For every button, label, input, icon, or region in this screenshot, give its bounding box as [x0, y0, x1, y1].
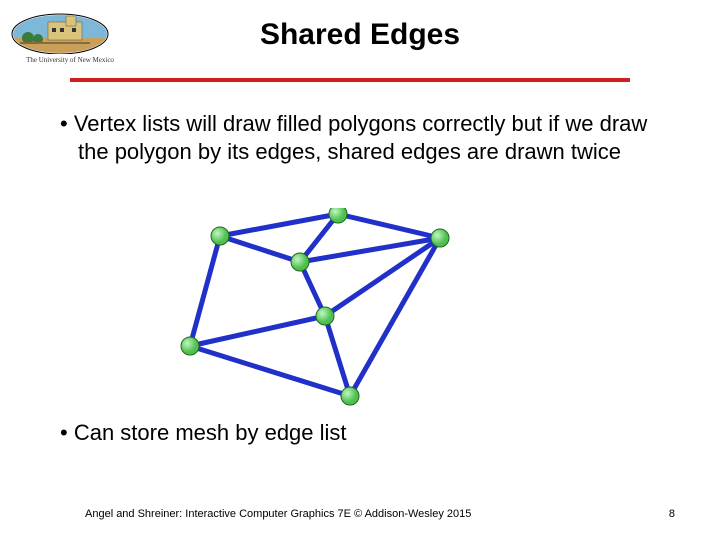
logo-caption: The University of New Mexico [10, 56, 130, 64]
bullet-2: Can store mesh by edge list [60, 420, 680, 446]
page-number: 8 [669, 508, 675, 520]
title-underline [70, 78, 630, 82]
bullet-2-text: Can store mesh by [74, 420, 265, 445]
content-area: Vertex lists will draw filled polygons c… [60, 110, 680, 175]
footer-citation: Angel and Shreiner: Interactive Computer… [85, 508, 471, 520]
slide-title: Shared Edges [0, 18, 720, 52]
mesh-svg [180, 208, 480, 408]
bullet-1: Vertex lists will draw filled polygons c… [60, 110, 680, 165]
mesh-diagram [180, 208, 480, 408]
slide: The University of New Mexico Shared Edge… [0, 0, 720, 540]
bullet-2-emph: edge list [265, 420, 347, 445]
